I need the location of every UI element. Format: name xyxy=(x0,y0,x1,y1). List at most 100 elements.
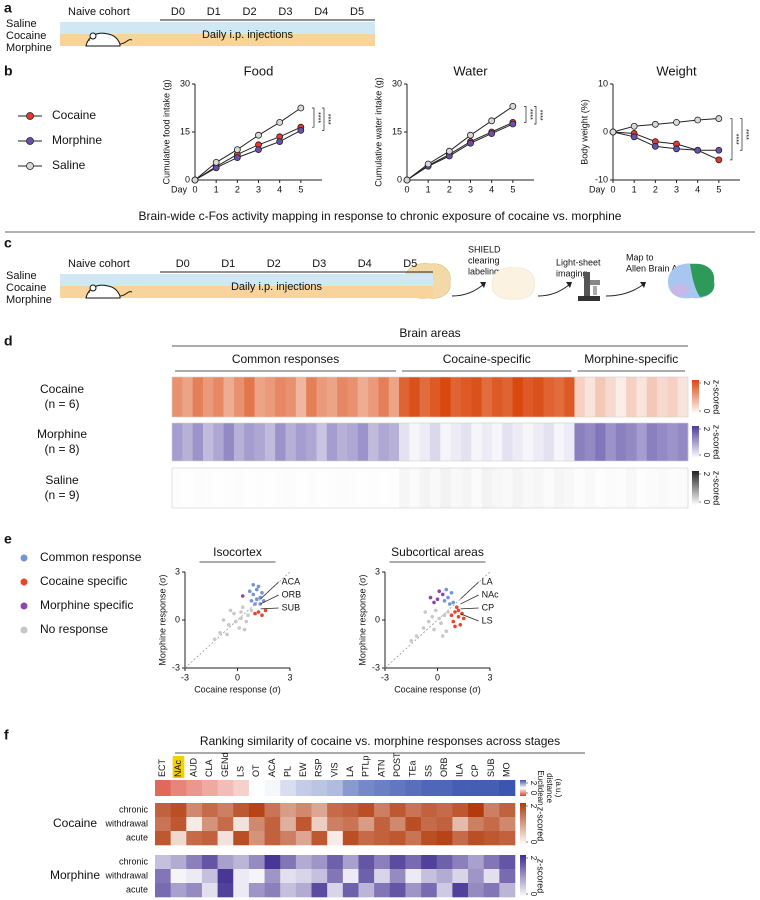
heat-cell xyxy=(347,423,359,461)
annotation-label: SUB xyxy=(282,602,301,612)
x-tick-label: -3 xyxy=(381,672,389,682)
heat-cell xyxy=(452,883,469,898)
chart-title: Brain areas xyxy=(399,326,460,340)
legend-label: Morphine xyxy=(52,133,102,147)
column-label: CLA xyxy=(204,759,214,777)
heat-cell xyxy=(584,468,596,508)
y-axis-label: Cumulative water intake (g) xyxy=(373,77,383,187)
heat-cell xyxy=(405,803,422,818)
x-tick-label: 5 xyxy=(510,184,515,194)
x-tick-label: 0 xyxy=(610,184,615,194)
significance-label: **** xyxy=(314,112,321,123)
treatment-label: Daily i.p. injections xyxy=(202,29,294,41)
colorbar-tick-label: 0 xyxy=(529,892,538,897)
heat-cell xyxy=(201,831,218,846)
heat-cell xyxy=(170,803,187,818)
heat-cell xyxy=(502,468,513,508)
day-label: D3 xyxy=(278,6,292,18)
y-axis-label: Morphine response (σ) xyxy=(157,574,167,665)
heat-cell xyxy=(374,817,391,832)
significance-label: **** xyxy=(732,134,739,145)
heat-cell xyxy=(264,869,281,884)
heat-cell xyxy=(378,377,390,417)
data-point xyxy=(403,176,411,184)
heat-cell xyxy=(186,831,203,846)
pipeline: SHIELD clearing labeling Light-sheet ima… xyxy=(403,244,715,301)
heat-cell xyxy=(677,468,689,508)
chart-title: Weight xyxy=(656,63,697,78)
heat-cell xyxy=(285,468,297,508)
heat-cell xyxy=(280,817,297,832)
distance-cell xyxy=(280,780,297,796)
heat-cell xyxy=(499,803,516,818)
heat-cell xyxy=(374,855,391,870)
column-label: ATN xyxy=(376,760,386,777)
data-point xyxy=(440,634,445,638)
heat-cell xyxy=(280,883,297,898)
column-label: RSP xyxy=(314,758,324,777)
distance-cell xyxy=(374,780,391,796)
heat-cell xyxy=(275,423,286,461)
distance-cell xyxy=(483,780,500,796)
heat-cell xyxy=(499,869,516,884)
heat-cell xyxy=(667,468,678,508)
heat-cell xyxy=(368,423,379,461)
heat-cell xyxy=(471,423,482,461)
heat-cell xyxy=(155,883,171,898)
data-point xyxy=(451,619,456,624)
heat-cell xyxy=(502,423,513,461)
row-label: acute xyxy=(126,884,148,894)
heat-cell xyxy=(254,423,266,461)
heat-cell xyxy=(512,468,524,508)
heat-cell xyxy=(233,468,245,508)
arrow-head xyxy=(640,282,646,288)
mouse-icon xyxy=(85,284,133,299)
distance-cell xyxy=(499,780,516,796)
data-point xyxy=(715,115,723,122)
y-axis-label: Body weight (%) xyxy=(579,99,589,165)
data-point xyxy=(673,119,680,126)
data-point xyxy=(233,154,241,162)
heat-cell xyxy=(217,817,234,832)
x-tick-label: 3 xyxy=(487,672,492,682)
heat-cell xyxy=(657,377,668,417)
heat-cell xyxy=(440,423,451,461)
heat-cell xyxy=(358,883,375,898)
significance-bracket xyxy=(524,106,527,123)
heat-cell xyxy=(605,377,617,417)
data-point xyxy=(445,147,453,155)
heat-cell xyxy=(452,803,469,818)
heat-cell xyxy=(677,377,689,417)
heat-cell xyxy=(409,423,420,461)
heat-cell xyxy=(405,855,422,870)
data-point xyxy=(449,591,454,595)
heat-cell xyxy=(636,377,648,417)
heat-cell xyxy=(275,468,286,508)
heat-cell xyxy=(254,468,266,508)
x-tick-label: 1 xyxy=(214,184,219,194)
chart-title: Water xyxy=(453,63,488,78)
heat-cell xyxy=(342,817,359,832)
y-tick-label: 0 xyxy=(603,126,608,136)
y-tick-label: 30 xyxy=(392,78,402,88)
colorbar-tick-label: 2 xyxy=(529,856,538,861)
distance-cell xyxy=(201,780,218,796)
day-label: D4 xyxy=(314,6,328,18)
data-point xyxy=(276,138,284,146)
heat-cell xyxy=(564,423,575,461)
y-tick-label: 0 xyxy=(175,614,180,624)
heat-cell xyxy=(533,468,544,508)
heat-cell xyxy=(452,869,469,884)
data-point xyxy=(453,610,457,614)
heat-cell xyxy=(327,831,344,846)
data-point xyxy=(461,616,466,621)
heat-cell xyxy=(155,855,171,870)
data-point xyxy=(694,116,702,124)
step-text: labeling xyxy=(468,266,499,276)
legend-marker xyxy=(20,578,28,586)
annotation-label: LA xyxy=(482,576,493,586)
x-tick-label: 4 xyxy=(489,184,494,194)
row-label: withdrawal xyxy=(104,818,148,828)
data-point xyxy=(630,133,638,141)
heat-cell xyxy=(186,817,203,832)
